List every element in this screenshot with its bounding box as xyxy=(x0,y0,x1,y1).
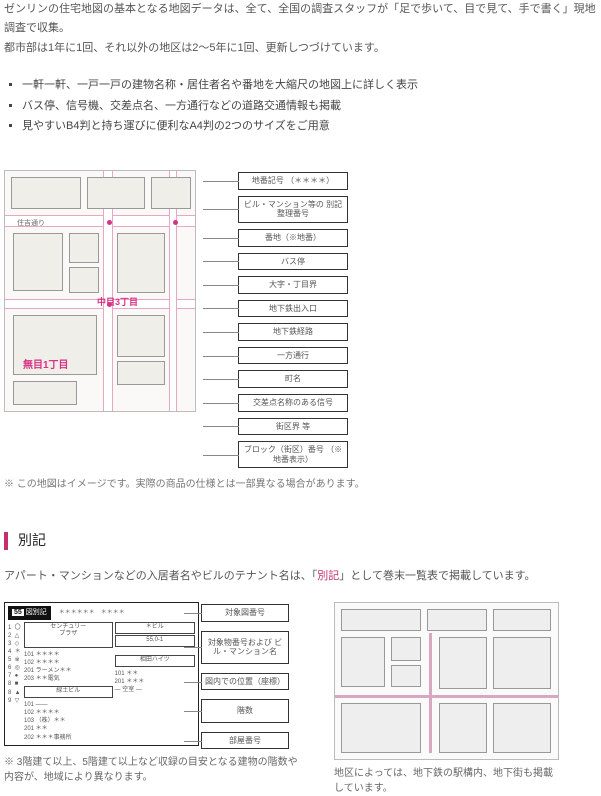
section-desc-pre: アパート・マンションなどの入居者名やビルのテナント名は、「 xyxy=(4,570,317,582)
sample-map-image: 中目3丁目 無目1丁目 住吉通り xyxy=(4,170,196,412)
feature-item: 見やすいB4判と持ち運びに便利なA4判の2つのサイズをご用意 xyxy=(22,117,597,136)
map-legend: 地番記号 （＊＊＊＊） ビル・マンション等の 別記整理番号 番地（※地番） バス… xyxy=(238,170,348,468)
legend-item: 部屋番号 xyxy=(201,732,289,750)
legend-item: 地下鉄出入口 xyxy=(238,300,348,318)
bekki-side-title: ＊ビル xyxy=(115,622,195,634)
legend-item: 大字・丁目界 xyxy=(238,276,348,294)
legend-item: 図内での位置（座標） xyxy=(201,673,289,691)
bekki-right-title: 相田ハイツ xyxy=(115,655,195,667)
legend-item: 街区界 等 xyxy=(238,418,348,436)
section-title: 別記 xyxy=(18,529,46,553)
bekki-center-title: センチュリー プラザ xyxy=(24,622,113,648)
bekki-center-list: 101 ＊＊＊＊ 102 ＊＊＊＊ 201 ラーメン＊＊ 203 ＊＊電気 xyxy=(24,649,113,683)
legend-item: 対象物番号および ビル・マンション名 xyxy=(201,631,289,664)
underground-map-image xyxy=(334,602,559,760)
bekki-right-list: 101 ＊＊ 201 ＊＊＊ — 空室 — xyxy=(115,668,195,694)
bekki-footnote: ※ 3階建て以上、5階建て以上など収録の目安となる建物の階数や内容が、地域により… xyxy=(4,755,304,785)
feature-item: 一軒一軒、一戸一戸の建物名称・居住者名や番地を大縮尺の地図上に詳しく表示 xyxy=(22,76,597,95)
underground-map-caption: 地区によっては、地下鉄の駅構内、地下街も掲載しています。 xyxy=(334,766,559,796)
bekki-legend-block: 55図別記 ＊＊＊＊＊＊ ＊＊＊＊ 1 〇 2 △ 3 ◇ 4 ＊ 5 ※ 6 … xyxy=(4,602,304,786)
legend-item: 一方通行 xyxy=(238,347,348,365)
legend-item: 交差点名称のある信号 xyxy=(238,394,348,412)
accent-bar xyxy=(4,532,8,550)
bekki-header-text: 図別記 xyxy=(26,609,47,616)
underground-map-block: 地区によっては、地下鉄の駅構内、地下街も掲載しています。 xyxy=(334,602,559,796)
bekki-bottom-title: 緑土ビル xyxy=(24,686,113,698)
section-description: アパート・マンションなどの入居者名やビルのテナント名は、「別記」として巻末一覧表… xyxy=(4,567,597,586)
legend-item: ブロック（街区）番号 （※地番表示） xyxy=(238,441,348,468)
section-desc-post: 」として巻末一覧表で掲載しています。 xyxy=(339,570,535,582)
map-road-label: 住吉通り xyxy=(17,218,45,230)
intro-line-2: 都市部は1年に1回、それ以外の地区は2〜5年に1回、更新しつづけています。 xyxy=(4,39,597,58)
bekki-side-code: 55.0-1 xyxy=(115,635,195,647)
sample-map-block: 中目3丁目 無目1丁目 住吉通り 地番記号 （＊＊＊＊） ビル・マンション等の … xyxy=(4,170,597,493)
section-desc-em: 別記 xyxy=(317,570,339,582)
map-label-chome-1: 中目3丁目 xyxy=(97,295,138,310)
two-column-row: 55図別記 ＊＊＊＊＊＊ ＊＊＊＊ 1 〇 2 △ 3 ◇ 4 ＊ 5 ※ 6 … xyxy=(4,602,597,796)
legend-item: 地番記号 （＊＊＊＊） xyxy=(238,172,348,190)
map-label-chome-2: 無目1丁目 xyxy=(23,357,69,374)
intro-line-1: ゼンリンの住宅地図の基本となる地図データは、全て、全国の調査スタッフが「足で歩い… xyxy=(4,0,597,37)
legend-item: 地下鉄経路 xyxy=(238,323,348,341)
legend-item: ビル・マンション等の 別記整理番号 xyxy=(238,196,348,223)
intro: ゼンリンの住宅地図の基本となる地図データは、全て、全国の調査スタッフが「足で歩い… xyxy=(4,0,597,58)
legend-item: 番地（※地番） xyxy=(238,229,348,247)
legend-item: 町名 xyxy=(238,370,348,388)
bekki-legend-image: 55図別記 ＊＊＊＊＊＊ ＊＊＊＊ 1 〇 2 △ 3 ◇ 4 ＊ 5 ※ 6 … xyxy=(4,602,199,746)
feature-list: 一軒一軒、一戸一戸の建物名称・居住者名や番地を大縮尺の地図上に詳しく表示 バス停… xyxy=(22,76,597,136)
map-caption: ※ この地図はイメージです。実際の商品の仕様とは一部異なる場合があります。 xyxy=(4,476,597,493)
feature-item: バス停、信号機、交差点名、一方通行などの道路交通情報も掲載 xyxy=(22,97,597,116)
section-header: 別記 xyxy=(4,529,597,553)
bekki-side-legend: 対象図番号 対象物番号および ビル・マンション名 図内での位置（座標） 階数 部… xyxy=(201,602,289,750)
legend-item: 対象図番号 xyxy=(201,604,289,622)
bekki-bottom-list: 101 —— 102 ＊＊＊＊ 103 （株）＊＊ 201 ＊＊ 202 ＊＊＊… xyxy=(24,699,113,741)
bekki-header: 55図別記 xyxy=(8,606,51,620)
legend-item: バス停 xyxy=(238,253,348,271)
bekki-header-num: 55 xyxy=(12,609,24,616)
bekki-symbol-list: 1 〇 2 △ 3 ◇ 4 ＊ 5 ※ 6 ◎ 7 ● 8 ■ 8 ▲ 9 ▽ xyxy=(8,622,22,705)
legend-item: 階数 xyxy=(201,699,289,723)
